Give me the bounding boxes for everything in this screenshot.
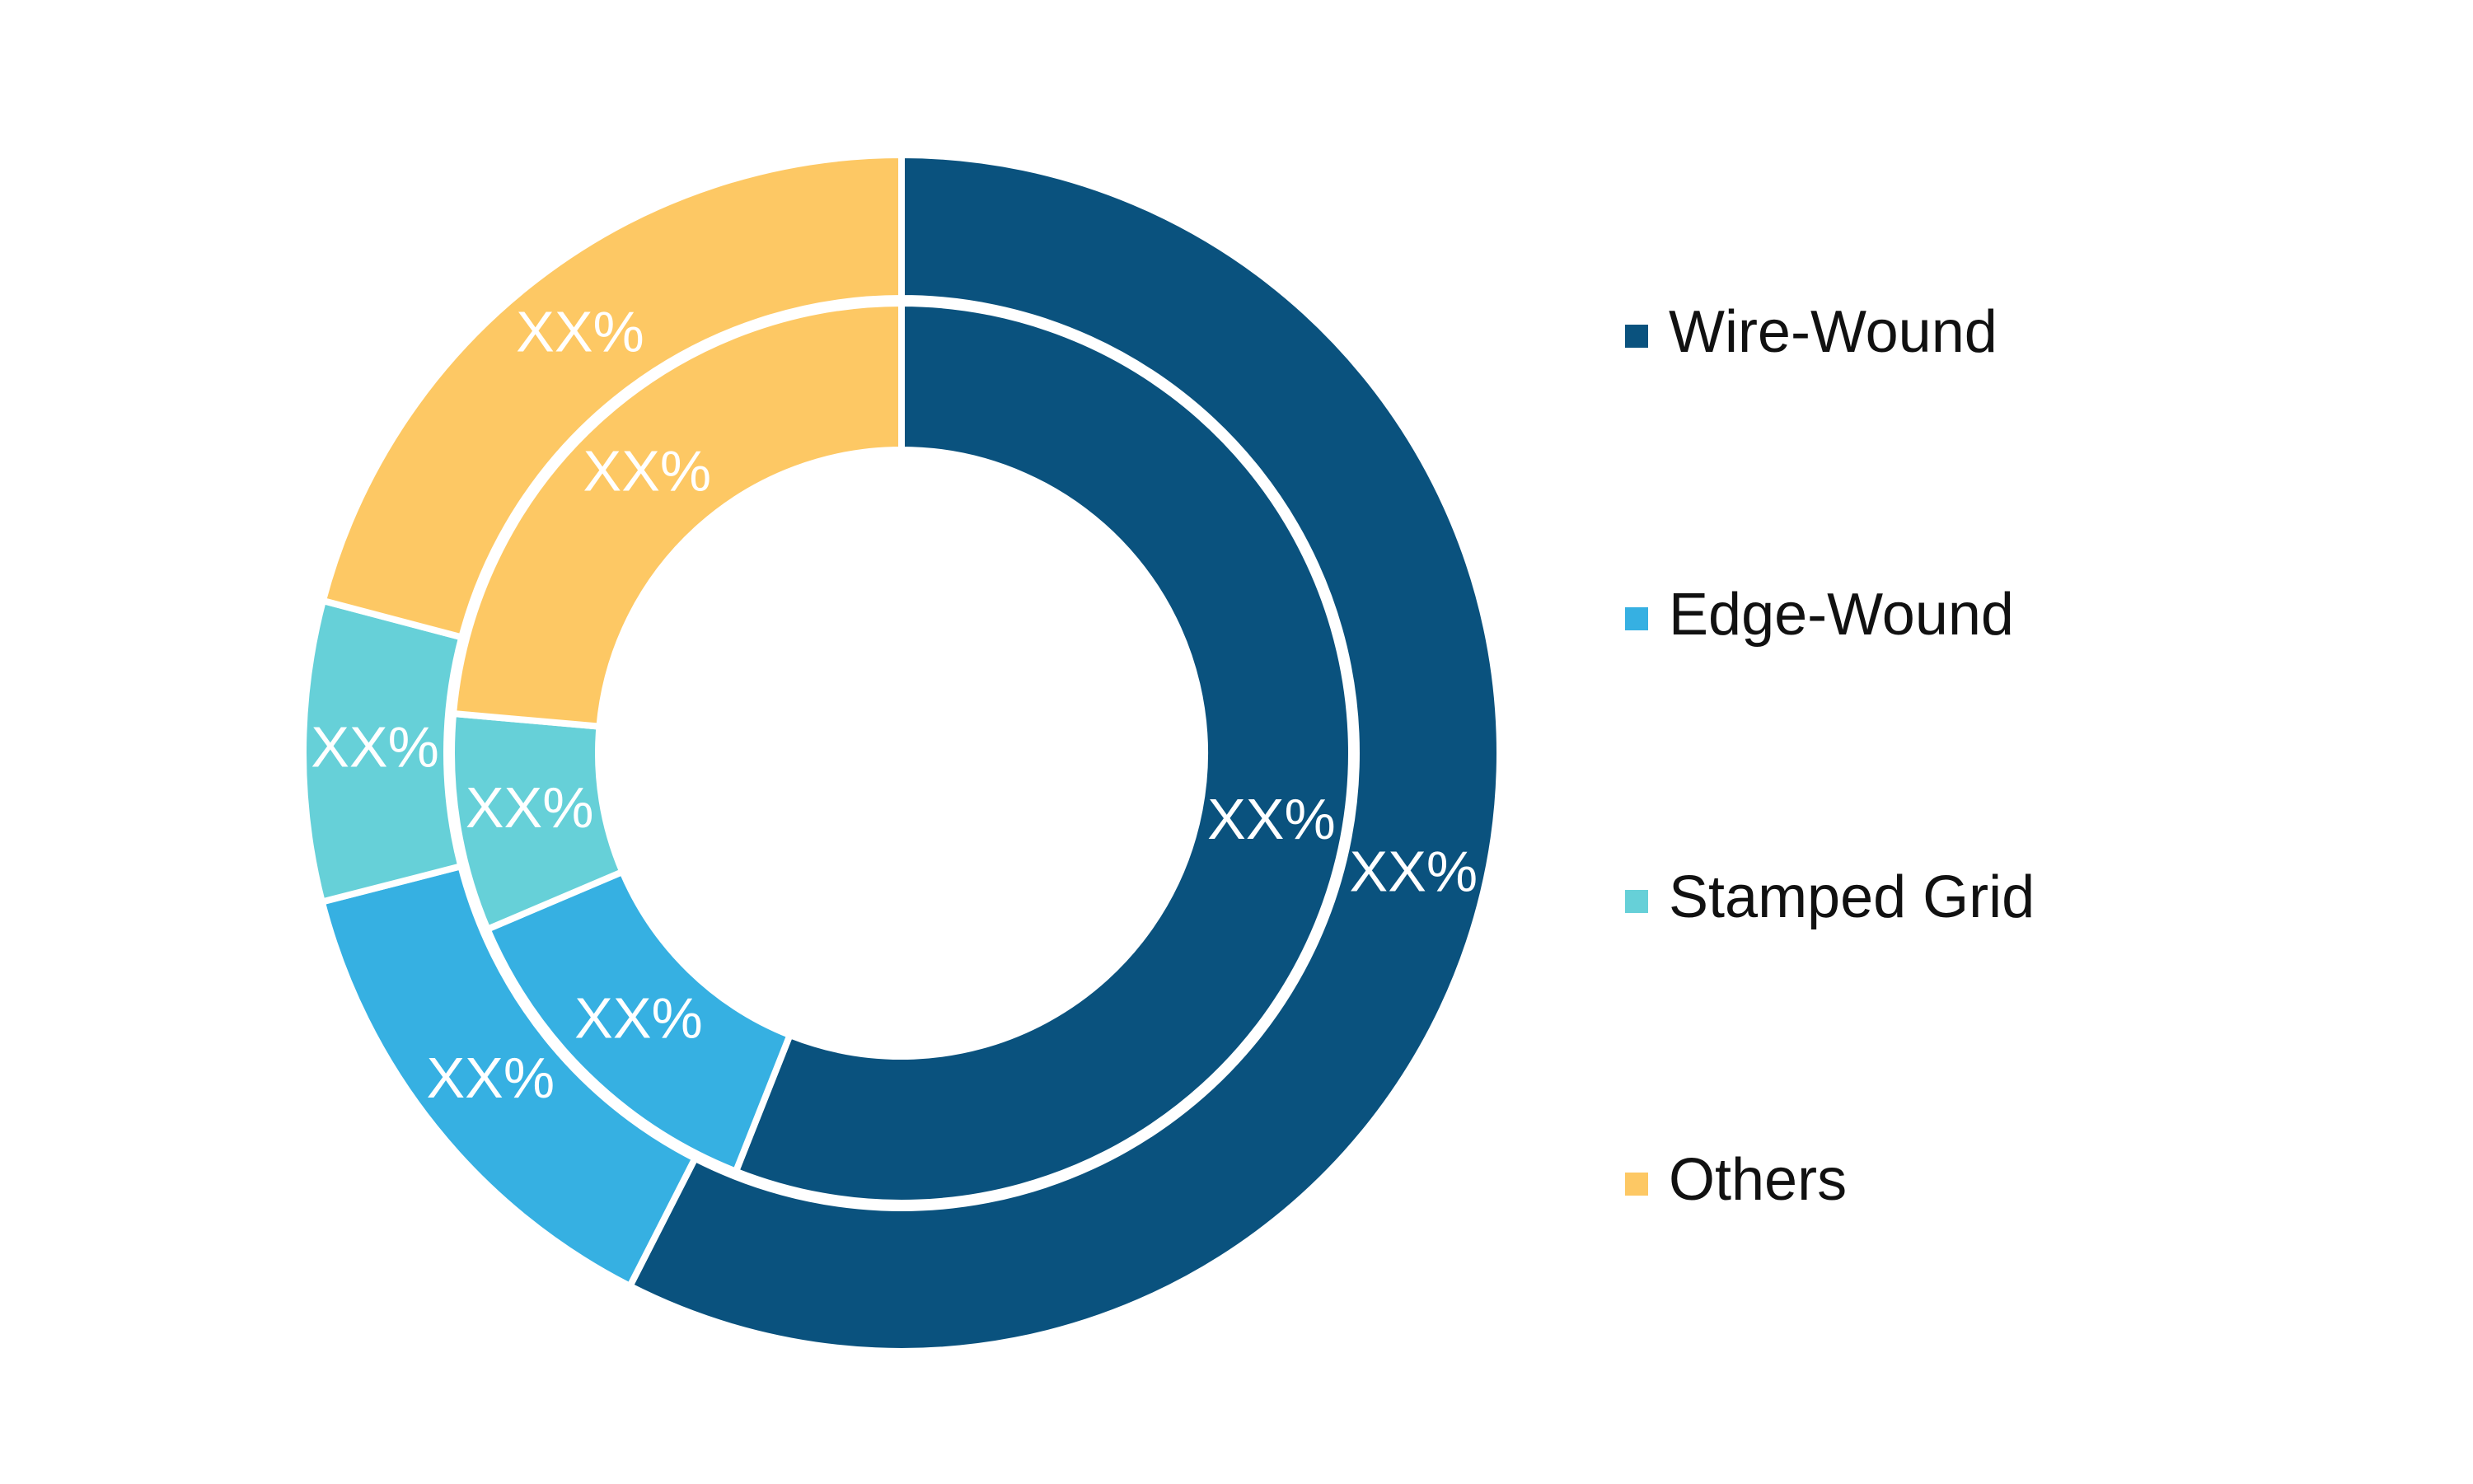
donut-segment (731, 299, 1355, 1206)
slice-label: XX% (1350, 840, 1478, 904)
legend-label: Stamped Grid (1669, 864, 2035, 930)
legend-swatch (1625, 890, 1648, 913)
legend-swatch (1625, 1173, 1648, 1196)
slice-label: XX% (516, 299, 644, 363)
legend-swatch (1625, 325, 1648, 348)
legend-label: Others (1669, 1147, 1847, 1213)
slice-label: XX% (574, 986, 703, 1051)
slice-label: XX% (426, 1046, 555, 1110)
legend-label: Edge-Wound (1669, 582, 2014, 648)
slice-label: XX% (311, 714, 439, 779)
slice-label: XX% (466, 775, 594, 840)
slice-label: XX% (583, 438, 712, 503)
donut-segment (625, 151, 1503, 1355)
donut-segment (449, 299, 905, 731)
slice-label: XX% (1207, 787, 1336, 851)
legend-swatch (1625, 607, 1648, 630)
donut-segment (319, 151, 905, 642)
legend-label: Wire-Wound (1669, 299, 1998, 365)
